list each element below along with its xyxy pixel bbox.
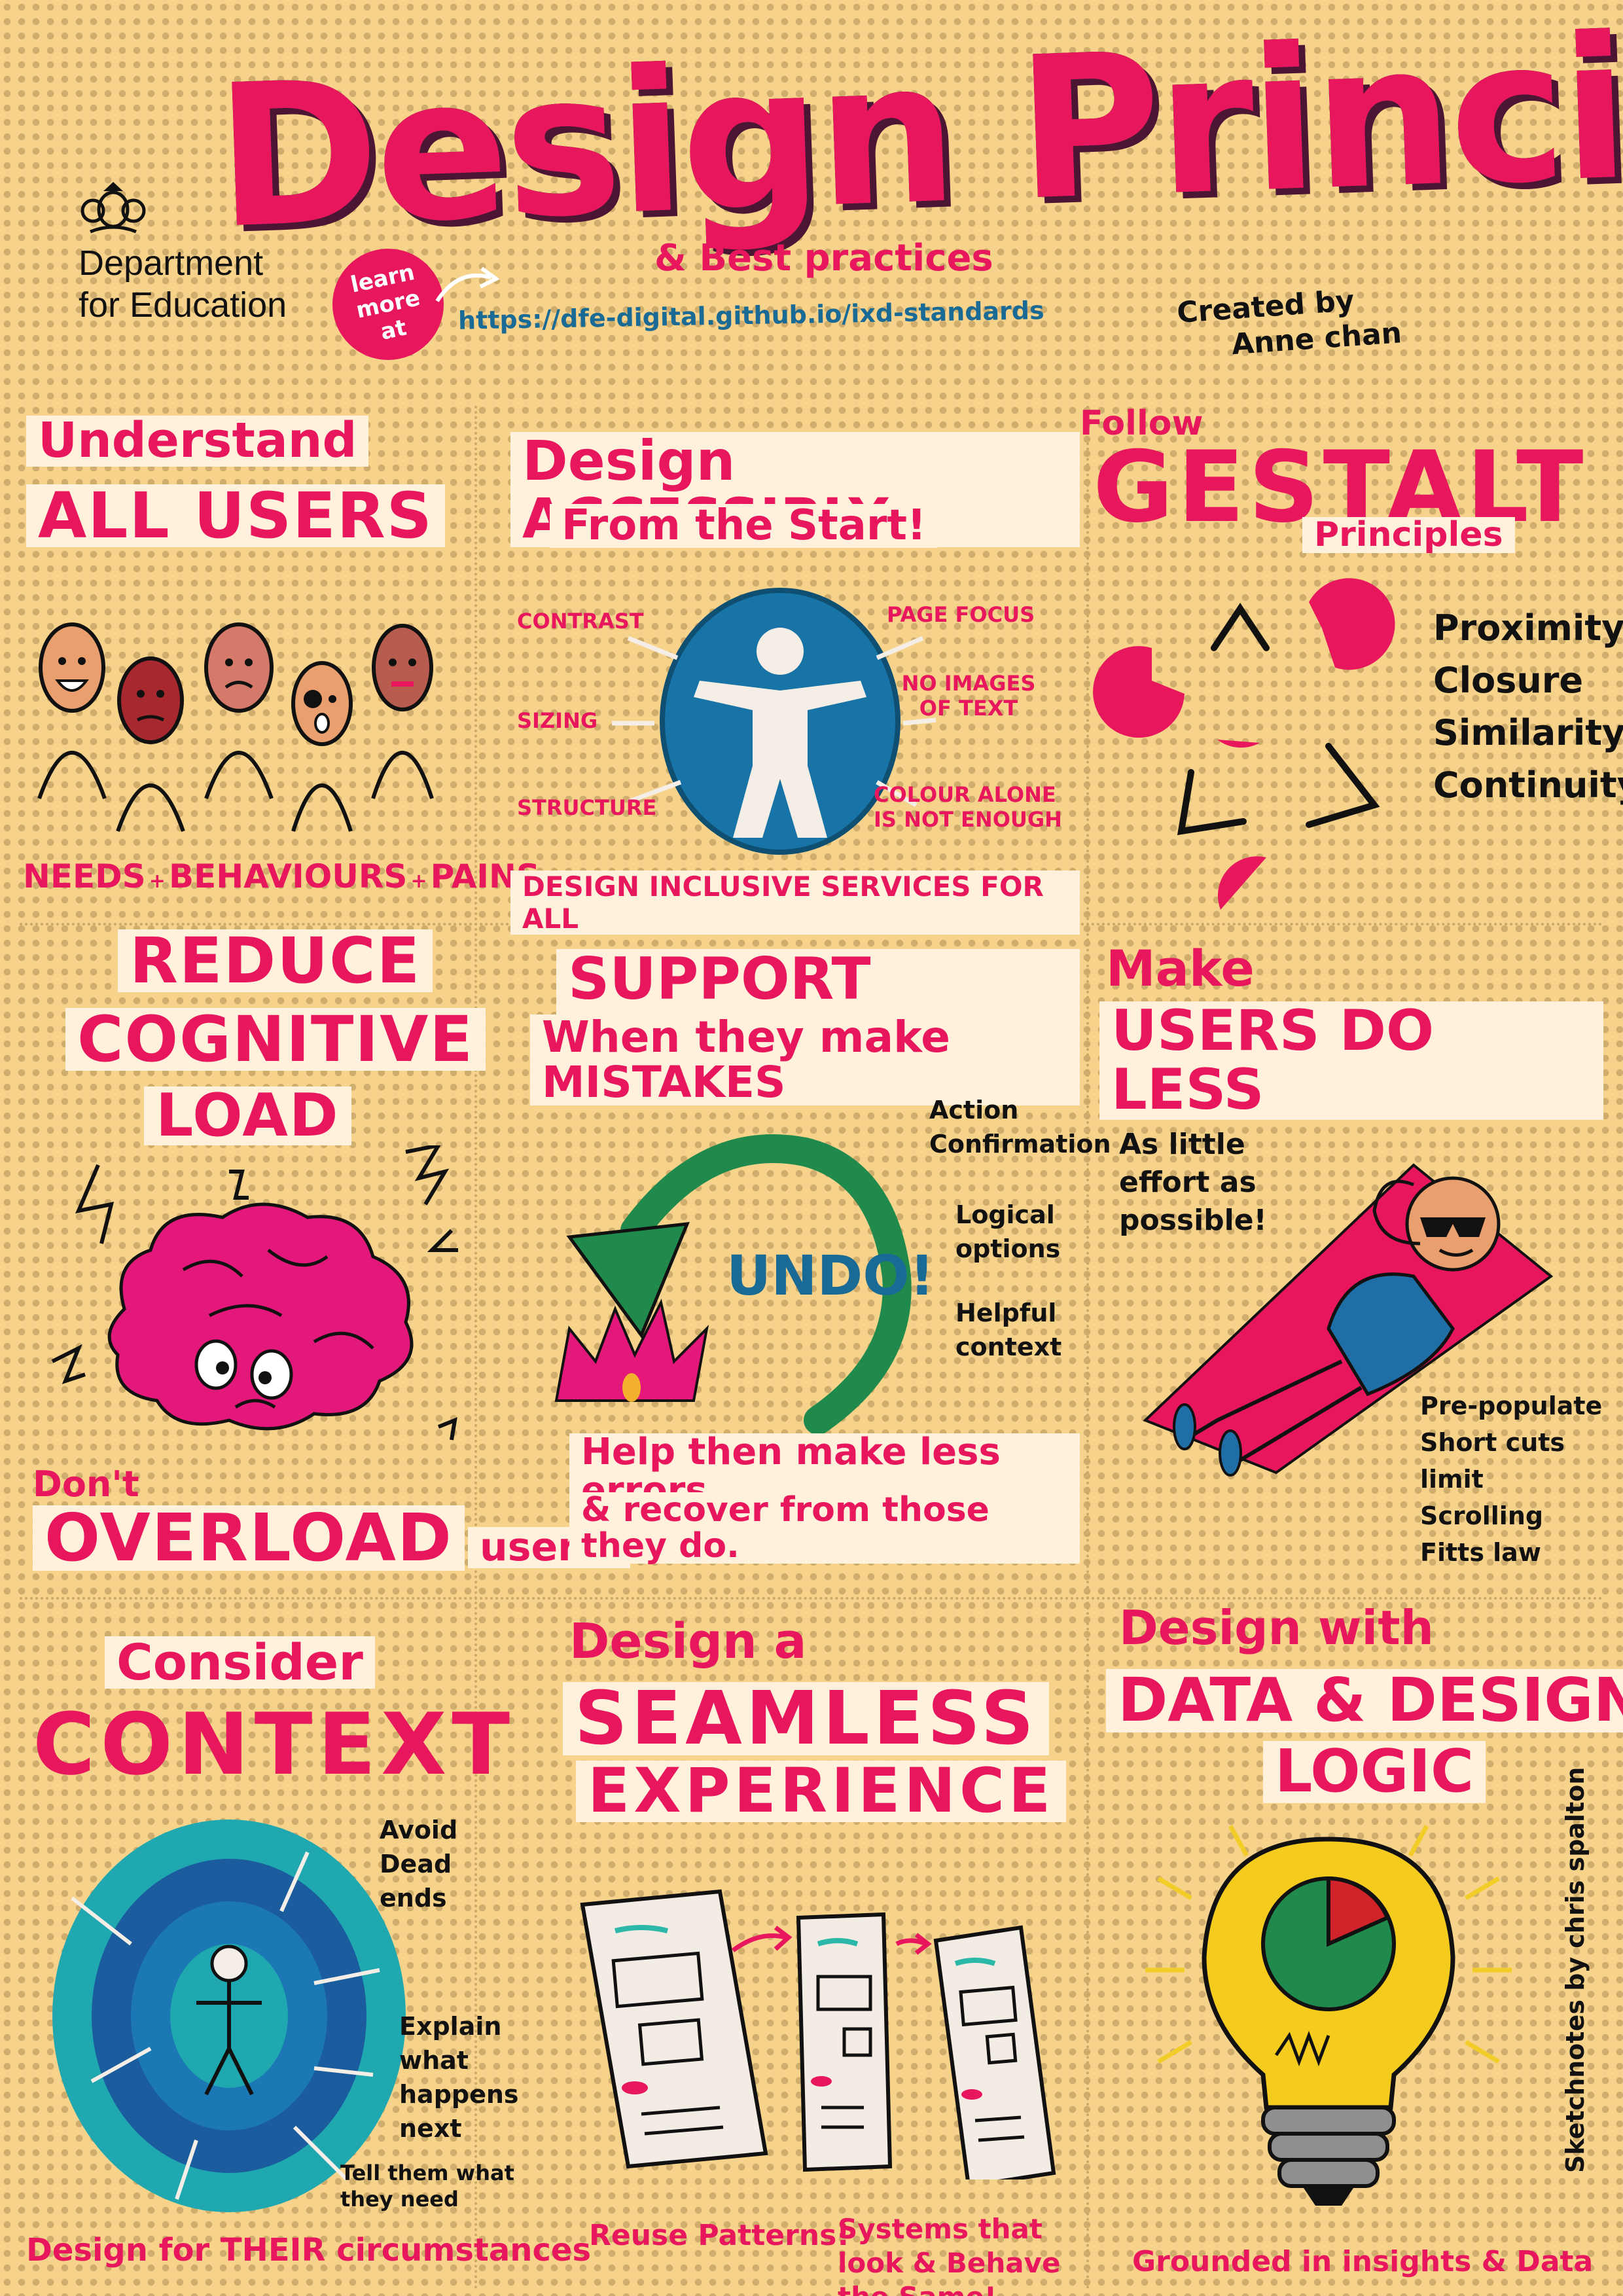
department-name: Department for Education <box>79 243 287 325</box>
footer-behaviours: BEHAVIOURS <box>169 857 408 895</box>
panel-cognitive-load: REDUCE COGNITIVE LOAD Don't OVERLOAD use… <box>20 929 630 1590</box>
panel-data-design-logic: Design with DATA & DESIGN LOGIC Grounded… <box>1093 1600 1623 2291</box>
panel-heading-top: Make <box>1106 939 1255 997</box>
panel-heading-main: DATA & DESIGN <box>1106 1668 1623 1732</box>
panel-heading-top: Understand <box>26 415 369 467</box>
column-divider <box>1086 406 1089 2291</box>
row-divider <box>20 1597 1603 1600</box>
page-subtitle: & Best practices <box>654 237 993 279</box>
gestalt-list: Proximity Closure Similarity Continuity <box>1433 607 1623 806</box>
panel-users-do-less: Make USERS DO LESS As little effort as p… <box>1093 929 1603 1590</box>
mistake-item: Helpful context <box>955 1299 1062 1361</box>
panel-heading-line: LOAD <box>144 1086 351 1145</box>
panel-consider-context: Consider CONTEXT Avoid Dead ends Explain… <box>20 1604 591 2291</box>
do-less-note: As little effort as possible! <box>1119 1128 1267 1237</box>
panel-support-mistakes: SUPPORT USERS When they make MISTAKES UN… <box>484 929 1111 1590</box>
panel-footer: Design for THEIR circumstances <box>26 2232 592 2269</box>
label-colour-alone: COLOUR ALONE IS NOT ENOUGH <box>874 782 1062 832</box>
accessibility-icon <box>660 588 901 855</box>
author-credit: Created by Anne chan <box>1175 284 1403 362</box>
panel-heading-line: COGNITIVE <box>65 1008 486 1071</box>
users-group-icon <box>37 622 434 833</box>
arrow-right-icon <box>435 266 500 302</box>
panel-understand-users: Understand ALL USERS NEEDS + <box>20 406 540 916</box>
royal-crest-icon <box>80 182 146 234</box>
panel-footer: DESIGN INCLUSIVE SERVICES FOR ALL <box>510 870 1080 935</box>
panel-heading-main: ALL USERS <box>26 484 445 547</box>
context-item: Explain what happens next <box>399 2012 519 2143</box>
lightbulb-chart-icon <box>1145 1825 1512 2206</box>
panel-heading-main: SEAMLESS <box>563 1682 1050 1755</box>
panel-heading-sub: From the Start! <box>550 503 938 548</box>
label-no-images: NO IMAGES OF TEXT <box>901 671 1036 721</box>
do-less-list: Pre-populate Short cuts limit Scrolling … <box>1420 1391 1603 1567</box>
screens-flow-icon <box>580 1889 1056 2179</box>
label-page-focus: PAGE FOCUS <box>887 602 1035 627</box>
gestalt-triangle-icon <box>1093 578 1395 910</box>
mistake-item: Action Confirmation <box>929 1096 1111 1158</box>
panel-heading-sub: When they make MISTAKES <box>530 1014 1080 1105</box>
relaxing-person-icon <box>1143 1163 1554 1477</box>
brain-icon <box>51 1145 458 1441</box>
panel-footer-top: Don't <box>33 1463 139 1505</box>
panel-footer-right: Systems that look & Behave the Same! <box>838 2213 1061 2296</box>
panel-footer: Grounded in insights & Data <box>1132 2245 1594 2278</box>
panel-heading-sub: EXPERIENCE <box>576 1761 1067 1822</box>
panel-heading-main: CONTEXT <box>33 1695 516 1794</box>
panel-seamless-experience: Design a SEAMLESS EXPERIENCE <box>563 1604 1086 2296</box>
panel-heading-top: Design with <box>1119 1600 1434 1655</box>
undo-label: UNDO! <box>726 1244 935 1308</box>
panel-footer-main: OVERLOAD <box>33 1505 465 1571</box>
sketchnotes-credit: Sketchnotes by chris spalton <box>1561 1767 1590 2173</box>
panel-footer-left: Reuse Patterns! <box>589 2219 850 2252</box>
mistake-item: Logical options <box>955 1200 1061 1263</box>
panel-gestalt: Follow GESTALT Principles Proximity Clos… <box>1080 406 1623 916</box>
context-circles-icon <box>52 1820 406 2212</box>
panel-heading-sub: Principles <box>1302 517 1515 553</box>
panel-heading-top: Follow <box>1080 404 1204 443</box>
panel-heading-top: Consider <box>105 1636 375 1689</box>
label-structure: STRUCTURE <box>517 795 657 820</box>
context-item: Avoid Dead ends <box>380 1816 458 1912</box>
footer-needs: NEEDS <box>23 857 146 895</box>
column-divider <box>474 406 477 2291</box>
panel-heading-sub: LOGIC <box>1263 1740 1486 1803</box>
undo-arrow-icon <box>554 1134 912 1435</box>
panel-design-accessibly: Design ACCESSIBLY From the Start! CONTRA… <box>484 406 1080 935</box>
panel-heading-main: USERS DO LESS <box>1099 1001 1603 1120</box>
context-item: Tell them what they need <box>340 2161 514 2212</box>
panel-heading-top: Design a <box>569 1613 807 1670</box>
label-contrast: CONTRAST <box>517 609 644 634</box>
panel-heading-line: REDUCE <box>118 929 433 992</box>
dfe-logo: Department for Education <box>72 177 308 327</box>
learn-more-link[interactable]: https://dfe-digital.github.io/ixd-standa… <box>457 296 1045 335</box>
panel-footer: & recover from those they do. <box>569 1492 1080 1564</box>
connector-lines <box>612 636 936 808</box>
label-sizing: SIZING <box>517 708 598 733</box>
